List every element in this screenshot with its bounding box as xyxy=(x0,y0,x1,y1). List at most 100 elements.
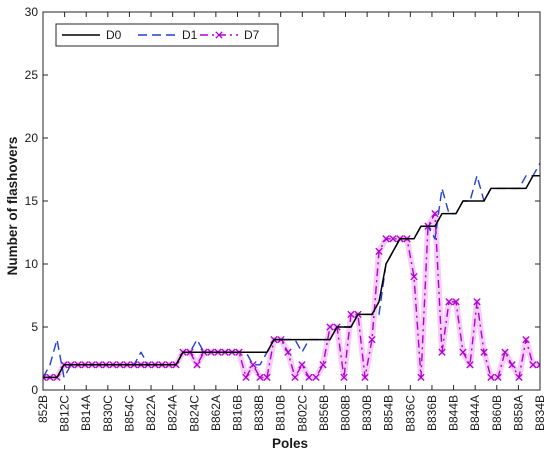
series-d7-point xyxy=(368,335,376,344)
point-stroke-b xyxy=(536,363,540,369)
x-tick-label: B836C xyxy=(403,395,417,432)
x-tick-label: B822A xyxy=(144,395,158,431)
series-d7-point xyxy=(431,209,439,218)
x-axis-label: Poles xyxy=(272,436,308,451)
point-stroke-b xyxy=(438,348,446,356)
y-axis-label: Number of flashovers xyxy=(5,137,20,276)
x-tick-label: B844A xyxy=(468,395,482,431)
x-tick-label: B854C xyxy=(122,395,136,432)
point-stroke-b xyxy=(452,298,460,306)
point-stroke-b xyxy=(312,373,320,382)
point-stroke-b xyxy=(298,361,306,369)
point-stroke-b xyxy=(375,247,383,256)
series-d7-point xyxy=(340,373,348,382)
legend-label-d1: D1 xyxy=(182,28,198,42)
series-d7-point xyxy=(536,361,540,369)
point-stroke-b xyxy=(389,235,397,243)
point-stroke-b xyxy=(487,373,495,382)
x-tick-label: B808B xyxy=(339,395,353,431)
point-stroke-a xyxy=(43,376,47,382)
point-stroke-b xyxy=(347,310,355,319)
series-d7-point xyxy=(193,361,201,369)
point-stroke-b xyxy=(459,348,467,356)
x-tick-label: B812C xyxy=(58,395,72,432)
series-d7-point xyxy=(382,235,390,243)
y-tick-label: 30 xyxy=(25,5,39,19)
series-d7-point xyxy=(305,373,313,382)
point-stroke-b xyxy=(43,373,47,379)
series-d7-point xyxy=(326,323,334,331)
x-tick-label: B858A xyxy=(511,395,525,431)
point-stroke-b xyxy=(263,373,271,382)
y-tick-label: 10 xyxy=(25,257,39,271)
series-d7-point xyxy=(389,235,397,243)
point-stroke-b xyxy=(480,348,488,356)
point-stroke-b xyxy=(368,335,376,344)
axes: 0 5 10 15 20 25 30 852B B812C B814A B830C B854C B822… xyxy=(25,5,547,432)
x-tick-label: B860B xyxy=(490,395,504,431)
point-stroke-b xyxy=(305,373,313,382)
point-stroke-b xyxy=(291,373,299,382)
point-stroke-b xyxy=(522,335,530,344)
legend: D0 D1 D7 xyxy=(55,23,279,47)
series-d7-point xyxy=(43,373,47,382)
series-d7-point xyxy=(361,373,369,382)
point-stroke-b xyxy=(431,209,439,218)
series-d7-point xyxy=(256,373,264,382)
point-stroke-b xyxy=(508,361,516,369)
legend-item-d0: D0 xyxy=(62,28,122,42)
series-d7-point xyxy=(494,373,502,382)
legend-item-d7: D7 xyxy=(200,28,260,42)
point-stroke-b xyxy=(494,373,502,382)
x-tick-label: B810B xyxy=(274,395,288,431)
x-tick-label: B816B xyxy=(230,395,244,431)
series-d7-point xyxy=(249,361,257,369)
series-d7-point xyxy=(529,361,537,369)
x-tick-label: B814A xyxy=(79,395,93,431)
point-stroke-b xyxy=(529,361,537,369)
point-stroke-b xyxy=(256,373,264,382)
series-d7-point xyxy=(438,348,446,356)
x-tick-label: B856B xyxy=(317,395,331,431)
x-tick-label: B838B xyxy=(252,395,266,431)
point-stroke-b xyxy=(340,373,348,382)
point-stroke-b xyxy=(193,361,201,369)
point-stroke-b xyxy=(242,373,250,382)
x-tick-label: B854B xyxy=(382,395,396,431)
series-d7-point xyxy=(298,361,306,369)
series-d7-point xyxy=(242,373,250,382)
x-tick-label: B802C xyxy=(295,395,309,432)
x-tick-label: B862A xyxy=(209,395,223,431)
point-stroke-b xyxy=(249,361,257,369)
series-d7-point xyxy=(459,348,467,356)
series-d7-point xyxy=(487,373,495,382)
point-stroke-b xyxy=(501,348,509,356)
x-tick-label: B844B xyxy=(447,395,461,431)
series-d7-point xyxy=(417,373,425,382)
point-stroke-b xyxy=(382,235,390,243)
y-tick-label: 20 xyxy=(25,131,39,145)
series-d7-point xyxy=(515,373,523,382)
legend-marker-b xyxy=(215,31,223,39)
point-stroke-b xyxy=(515,373,523,382)
x-tick-label: 852B xyxy=(36,395,50,423)
point-stroke-b xyxy=(473,298,481,306)
series-d7-point xyxy=(347,310,355,319)
point-stroke-b xyxy=(466,361,474,369)
x-tick-label: B836B xyxy=(425,395,439,431)
point-stroke-b xyxy=(319,361,327,369)
point-stroke-b xyxy=(445,298,453,306)
legend-label-d7: D7 xyxy=(244,28,260,42)
series-d7-point xyxy=(466,361,474,369)
x-tick-label: B830C xyxy=(101,395,115,432)
series-d7-point xyxy=(263,373,271,382)
series-d7-point xyxy=(312,373,320,382)
series-d0-line xyxy=(43,175,540,379)
series-d7-point xyxy=(410,272,418,281)
y-tick-label: 0 xyxy=(31,383,38,397)
series-d7-point xyxy=(284,348,292,356)
x-tick-label: B824C xyxy=(187,395,201,432)
y-tick-label: 5 xyxy=(31,320,38,334)
y-tick-label: 15 xyxy=(25,194,39,208)
